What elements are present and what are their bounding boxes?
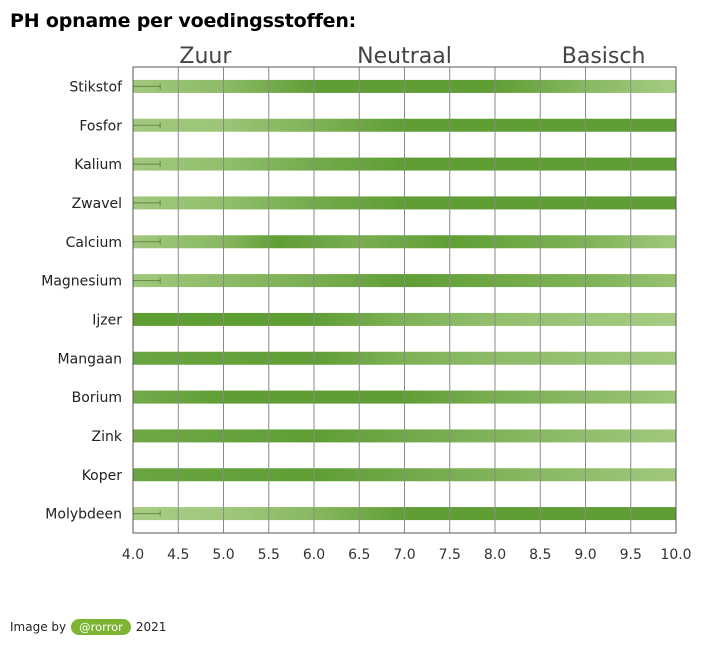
image-credit: Image by @rorror 2021 bbox=[10, 619, 166, 635]
ph-chart: Zuur Neutraal Basisch Stikstof Fosfor Kalium… bbox=[41, 44, 692, 563]
credit-handle-badge[interactable]: @rorror bbox=[71, 619, 131, 635]
category-label: Ijzer bbox=[92, 312, 122, 328]
category-labels: Stikstof Fosfor Kalium Zwavel Calcium Magnesi… bbox=[41, 79, 123, 522]
x-tick-label: 9.5 bbox=[620, 547, 642, 563]
credit-prefix: Image by bbox=[10, 620, 67, 634]
x-tick-label: 4.0 bbox=[122, 547, 144, 563]
category-label: Magnesium bbox=[41, 274, 122, 290]
tick-labels: 4.0 4.5 5.0 5.5 6.0 6.5 7.0 7.5 8.0 8.5 9.0 9.5 10.0 bbox=[122, 547, 692, 563]
category-label: Zink bbox=[92, 429, 123, 445]
category-label: Borium bbox=[72, 390, 122, 406]
whisker-magnesium bbox=[133, 277, 161, 284]
x-tick-label: 7.5 bbox=[439, 547, 461, 563]
plot-frame bbox=[132, 66, 677, 534]
x-tick-label: 9.0 bbox=[574, 547, 596, 563]
zone-labels: Zuur Neutraal Basisch bbox=[179, 44, 645, 69]
x-tick-label: 5.0 bbox=[212, 547, 234, 563]
category-label: Mangaan bbox=[58, 351, 122, 367]
category-label: Zwavel bbox=[72, 196, 122, 212]
credit-year: 2021 bbox=[135, 620, 167, 634]
category-label: Fosfor bbox=[79, 118, 122, 134]
category-label: Koper bbox=[82, 468, 123, 484]
grid-layer bbox=[177, 67, 632, 533]
whisker-stikstof bbox=[133, 83, 161, 90]
x-tick-label: 10.0 bbox=[660, 547, 691, 563]
category-label: Stikstof bbox=[69, 79, 123, 95]
whisker-calcium bbox=[133, 238, 161, 245]
x-tick-label: 6.0 bbox=[303, 547, 325, 563]
page-title: PH opname per voedingsstoffen: bbox=[10, 10, 357, 32]
x-tick-label: 8.5 bbox=[529, 547, 551, 563]
x-tick-label: 7.0 bbox=[393, 547, 415, 563]
category-label: Kalium bbox=[74, 157, 122, 173]
whisker-kalium bbox=[133, 161, 161, 168]
zone-label-neutraal: Neutraal bbox=[357, 44, 452, 69]
whisker-fosfor bbox=[133, 122, 161, 129]
category-label: Molybdeen bbox=[45, 507, 122, 523]
x-tick-label: 6.5 bbox=[348, 547, 370, 563]
x-tick-label: 4.5 bbox=[167, 547, 189, 563]
x-tick-label: 5.5 bbox=[258, 547, 280, 563]
zone-label-zuur: Zuur bbox=[179, 44, 232, 69]
whisker-zwavel bbox=[133, 199, 161, 206]
x-tick-label: 8.0 bbox=[484, 547, 506, 563]
whisker-molybdeen bbox=[133, 510, 161, 517]
category-label: Calcium bbox=[66, 235, 122, 251]
zone-label-basisch: Basisch bbox=[562, 44, 646, 69]
